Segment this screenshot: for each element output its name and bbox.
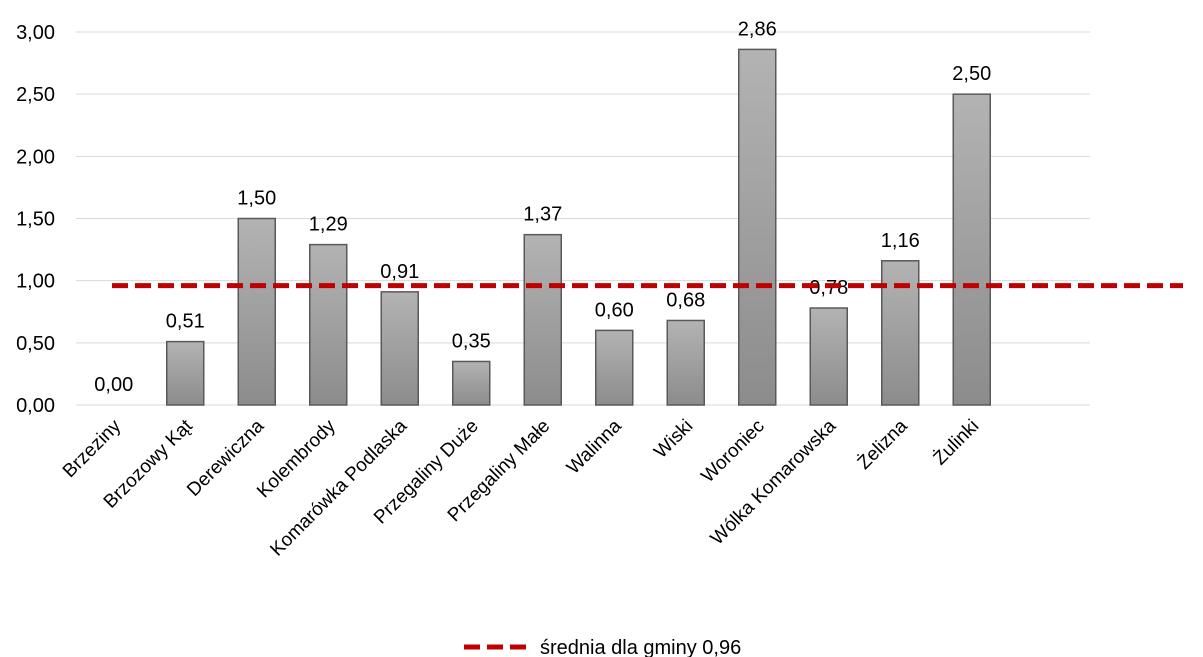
bar [738, 48, 777, 406]
category-label: Komarówka Podlaska [266, 415, 411, 560]
bar [666, 319, 705, 406]
bar [380, 291, 419, 406]
category-label: Żelizna [854, 415, 912, 473]
data-label: 1,16 [881, 230, 920, 252]
y-tick-label: 2,00 [16, 146, 55, 168]
bar [523, 233, 562, 406]
data-label: 0,00 [94, 374, 133, 396]
category-label: Walinna [563, 415, 626, 478]
data-label: 2,50 [952, 63, 991, 85]
data-label: 0,60 [595, 299, 634, 321]
data-label: 1,29 [309, 214, 348, 236]
bar [166, 340, 205, 406]
y-tick-label: 0,00 [16, 395, 55, 417]
data-label: 0,51 [166, 311, 205, 333]
bar [809, 307, 848, 406]
category-label: Wólka Komarowska [707, 415, 841, 549]
bar [452, 360, 491, 406]
data-label: 0,91 [380, 261, 419, 283]
data-label: 0,68 [666, 289, 705, 311]
bar [881, 260, 920, 406]
bar [952, 93, 991, 406]
data-label: 0,35 [452, 330, 491, 352]
y-tick-label: 1,50 [16, 209, 55, 231]
category-label: Wiski [650, 416, 697, 463]
bar [309, 243, 348, 406]
category-label: Żulinki [930, 416, 984, 470]
data-label: 2,86 [738, 18, 777, 40]
bars [166, 48, 991, 406]
data-labels: 0,00 0,51 1,50 1,29 0,91 0,35 1,37 0,60 0,68 2,86… [94, 18, 991, 396]
category-label: Brzeziny [59, 415, 126, 482]
y-tick-label: 1,00 [16, 271, 55, 293]
bar [237, 217, 276, 406]
data-label: 1,50 [237, 188, 276, 210]
y-tick-label: 2,50 [16, 84, 55, 106]
y-tick-label: 0,50 [16, 333, 55, 355]
legend-label: średnia dla gminy 0,96 [540, 637, 741, 657]
category-label: Woroniec [697, 416, 768, 487]
data-label: 1,37 [523, 204, 562, 226]
legend: średnia dla gminy 0,96 [464, 637, 741, 657]
bar [595, 329, 634, 406]
grid [76, 31, 1090, 406]
y-axis: 0,00 0,50 1,00 1,50 2,00 2,50 3,00 [16, 22, 55, 417]
y-tick-label: 3,00 [16, 22, 55, 44]
